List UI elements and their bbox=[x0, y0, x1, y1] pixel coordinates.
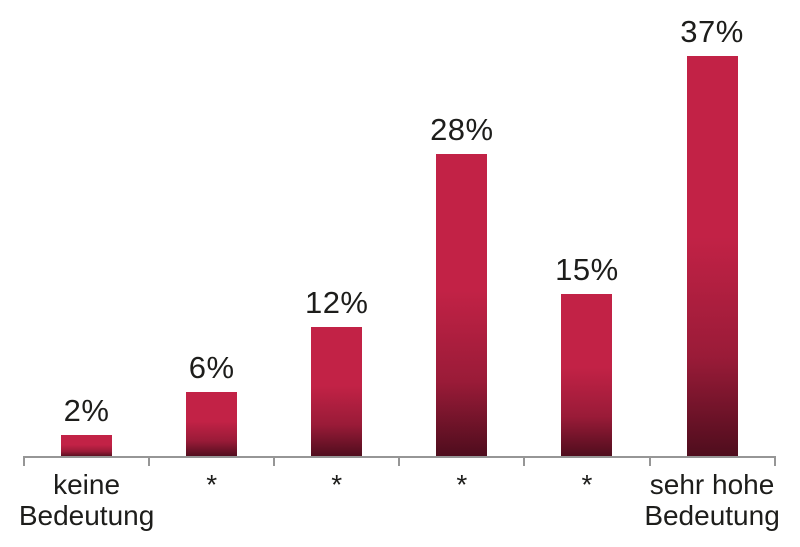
category-label: * bbox=[581, 469, 593, 500]
bar-value-label: 37% bbox=[680, 13, 744, 49]
category-label: * bbox=[206, 469, 218, 500]
x-axis-tick bbox=[273, 456, 276, 466]
x-axis-tick bbox=[23, 456, 25, 466]
bar-value-label: 12% bbox=[304, 284, 369, 320]
bar bbox=[561, 294, 613, 457]
bar bbox=[436, 153, 488, 457]
bar-value-label: 6% bbox=[188, 350, 235, 385]
category-label: * bbox=[456, 469, 468, 500]
category-label: sehr hohe Bedeutung bbox=[644, 469, 780, 532]
bar-slot: 6% bbox=[149, 0, 274, 457]
bar bbox=[311, 326, 363, 457]
x-axis-tick bbox=[523, 456, 526, 466]
x-axis-tick bbox=[148, 456, 151, 466]
bar-slot: 2% bbox=[24, 0, 149, 457]
category-label: * bbox=[331, 469, 343, 500]
bar bbox=[686, 55, 738, 457]
x-axis-tick bbox=[773, 456, 776, 466]
x-axis-tick bbox=[648, 456, 651, 466]
bar-value-label: 28% bbox=[430, 111, 494, 147]
bar bbox=[61, 435, 113, 457]
category-label: keine Bedeutung bbox=[18, 469, 155, 532]
bar-value-label: 15% bbox=[555, 252, 619, 288]
bar-slot: 37% bbox=[650, 0, 775, 457]
bar-slot: 15% bbox=[524, 0, 649, 457]
bar-value-label: 2% bbox=[63, 393, 110, 429]
bar bbox=[186, 392, 238, 457]
bar-slot: 12% bbox=[274, 0, 399, 457]
x-axis-tick bbox=[398, 456, 401, 466]
bar-slot: 28% bbox=[399, 0, 524, 457]
